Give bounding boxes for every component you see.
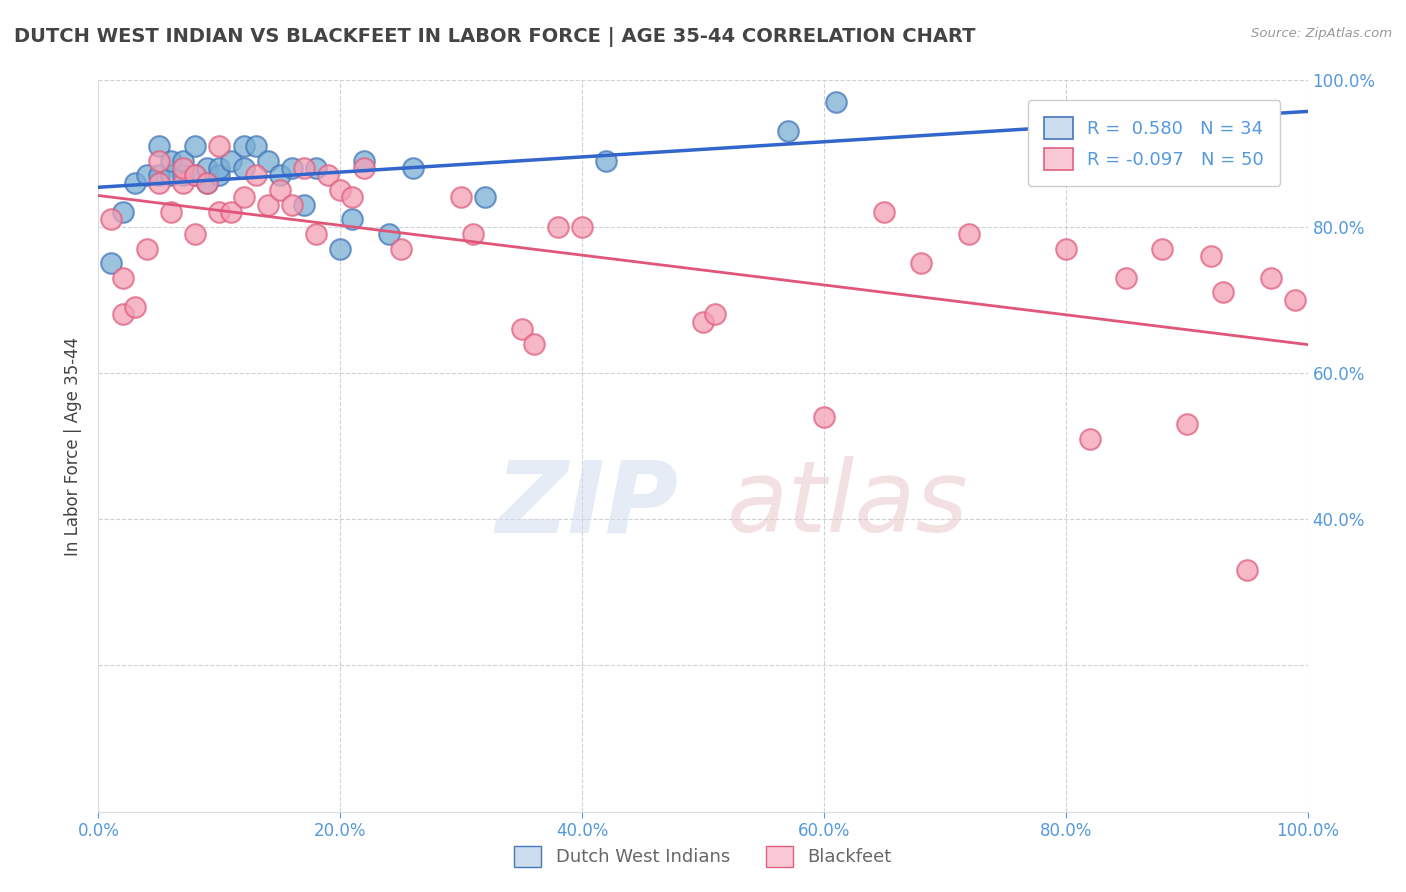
Point xyxy=(1054,242,1077,256)
Point xyxy=(232,139,254,153)
Y-axis label: In Labor Force | Age 35-44: In Labor Force | Age 35-44 xyxy=(65,336,83,556)
Point xyxy=(124,176,146,190)
Point xyxy=(1175,417,1198,431)
Point xyxy=(595,153,617,168)
Point xyxy=(208,139,231,153)
Point xyxy=(100,256,122,270)
Point xyxy=(184,227,207,241)
Point xyxy=(281,161,304,175)
Point xyxy=(571,219,593,234)
Point xyxy=(135,169,157,183)
Point xyxy=(776,124,799,138)
Point xyxy=(910,256,932,270)
Point xyxy=(547,219,569,234)
Point xyxy=(1078,432,1101,446)
Point xyxy=(172,176,194,190)
Point xyxy=(148,139,170,153)
Point xyxy=(329,242,352,256)
Point xyxy=(135,242,157,256)
Point xyxy=(342,190,364,204)
Point xyxy=(281,197,304,211)
Point xyxy=(148,169,170,183)
Point xyxy=(1260,270,1282,285)
Point xyxy=(111,270,134,285)
Point xyxy=(111,307,134,321)
Point xyxy=(100,212,122,227)
Point xyxy=(256,153,278,168)
Point xyxy=(873,205,896,219)
Point xyxy=(1199,249,1222,263)
Point xyxy=(1212,285,1234,300)
Point xyxy=(1152,242,1174,256)
Point xyxy=(256,197,278,211)
Point xyxy=(184,139,207,153)
Point xyxy=(389,242,412,256)
Point xyxy=(1115,270,1137,285)
Point xyxy=(221,153,243,168)
Point xyxy=(510,322,533,336)
Point xyxy=(377,227,399,241)
Point xyxy=(316,169,339,183)
Point xyxy=(232,161,254,175)
Point xyxy=(305,161,328,175)
Text: ZIP: ZIP xyxy=(496,456,679,553)
Point xyxy=(208,169,231,183)
Text: DUTCH WEST INDIAN VS BLACKFEET IN LABOR FORCE | AGE 35-44 CORRELATION CHART: DUTCH WEST INDIAN VS BLACKFEET IN LABOR … xyxy=(14,27,976,46)
Point xyxy=(160,153,183,168)
Point xyxy=(208,161,231,175)
Point xyxy=(148,176,170,190)
Point xyxy=(184,169,207,183)
Text: atlas: atlas xyxy=(727,456,969,553)
Point xyxy=(172,161,194,175)
Point xyxy=(704,307,727,321)
Legend: Dutch West Indians, Blackfeet: Dutch West Indians, Blackfeet xyxy=(508,838,898,874)
Point xyxy=(342,212,364,227)
Text: Source: ZipAtlas.com: Source: ZipAtlas.com xyxy=(1251,27,1392,40)
Point xyxy=(474,190,496,204)
Point xyxy=(1236,563,1258,577)
Point xyxy=(305,227,328,241)
Point xyxy=(292,161,315,175)
Point xyxy=(221,205,243,219)
Point xyxy=(292,197,315,211)
Point xyxy=(208,205,231,219)
Point xyxy=(957,227,980,241)
Point xyxy=(269,183,291,197)
Point xyxy=(184,169,207,183)
Point xyxy=(195,176,218,190)
Point xyxy=(825,95,848,110)
Point xyxy=(195,176,218,190)
Point xyxy=(523,336,546,351)
Point xyxy=(160,205,183,219)
Point xyxy=(813,409,835,424)
Point xyxy=(329,183,352,197)
Point xyxy=(692,315,714,329)
Point xyxy=(172,153,194,168)
Point xyxy=(232,190,254,204)
Point xyxy=(353,153,375,168)
Point xyxy=(172,169,194,183)
Point xyxy=(111,205,134,219)
Point xyxy=(1284,293,1306,307)
Point xyxy=(195,161,218,175)
Point xyxy=(160,169,183,183)
Point xyxy=(269,169,291,183)
Point xyxy=(463,227,485,241)
Legend: R =  0.580   N = 34, R = -0.097   N = 50: R = 0.580 N = 34, R = -0.097 N = 50 xyxy=(1028,100,1281,186)
Point xyxy=(245,169,267,183)
Point xyxy=(148,153,170,168)
Point xyxy=(450,190,472,204)
Point xyxy=(245,139,267,153)
Point xyxy=(402,161,425,175)
Point xyxy=(124,300,146,314)
Point xyxy=(353,161,375,175)
